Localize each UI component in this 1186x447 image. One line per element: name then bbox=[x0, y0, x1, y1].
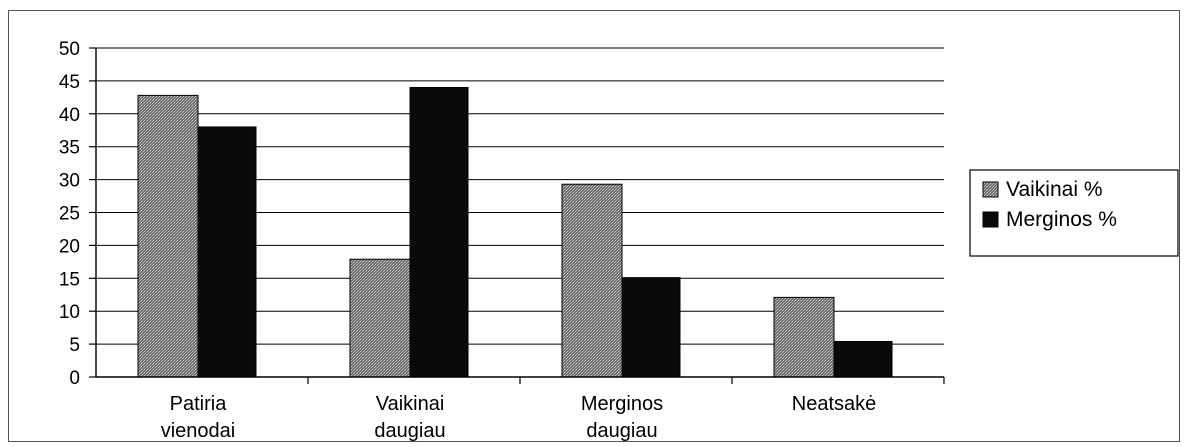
x-category-label: Patiria bbox=[170, 393, 228, 415]
x-category-label: Neatsakė bbox=[792, 393, 877, 415]
legend-label-vaikinai: Vaikinai % bbox=[1006, 178, 1103, 201]
x-category-label: vienodai bbox=[161, 420, 236, 442]
legend-swatch-vaikinai bbox=[982, 181, 999, 198]
x-category-label: daugiau bbox=[374, 420, 445, 442]
y-tick-label: 35 bbox=[59, 138, 80, 159]
y-tick-label: 50 bbox=[59, 39, 80, 60]
legend-box bbox=[969, 169, 1179, 257]
y-tick-label: 15 bbox=[59, 269, 80, 290]
x-category-label: Merginos bbox=[581, 393, 663, 415]
y-tick-label: 25 bbox=[59, 204, 80, 225]
y-tick-label: 10 bbox=[59, 302, 80, 323]
bar-merginos-1 bbox=[409, 86, 469, 378]
x-category-label: daugiau bbox=[586, 420, 657, 442]
x-category-labels: Patiria vienodai Vaikinai daugiau Merginos da… bbox=[161, 393, 877, 442]
y-tick-label: 45 bbox=[59, 72, 80, 93]
y-tick-label: 5 bbox=[69, 335, 80, 356]
bars bbox=[137, 86, 893, 378]
bar-merginos-3 bbox=[833, 340, 893, 378]
y-tick-label: 40 bbox=[59, 105, 80, 126]
legend-label-merginos: Merginos % bbox=[1006, 208, 1117, 231]
bar-vaikinai-2 bbox=[561, 183, 623, 378]
chart-frame bbox=[8, 10, 1180, 442]
y-tick-label: 0 bbox=[69, 368, 80, 389]
bar-merginos-0 bbox=[197, 126, 257, 378]
legend-swatch-merginos bbox=[982, 211, 999, 228]
legend: Vaikinai % Merginos % bbox=[969, 169, 1179, 257]
bar-vaikinai-0 bbox=[137, 94, 199, 378]
bar-merginos-2 bbox=[621, 277, 681, 378]
axes bbox=[89, 47, 945, 384]
x-category-label: Vaikinai bbox=[376, 393, 445, 415]
y-tick-label: 30 bbox=[59, 171, 80, 192]
y-tick-label: 20 bbox=[59, 236, 80, 257]
bar-vaikinai-3 bbox=[773, 296, 835, 378]
bar-vaikinai-1 bbox=[349, 258, 411, 378]
y-tick-labels: 0 5 10 15 20 25 30 35 40 45 50 bbox=[59, 39, 80, 389]
